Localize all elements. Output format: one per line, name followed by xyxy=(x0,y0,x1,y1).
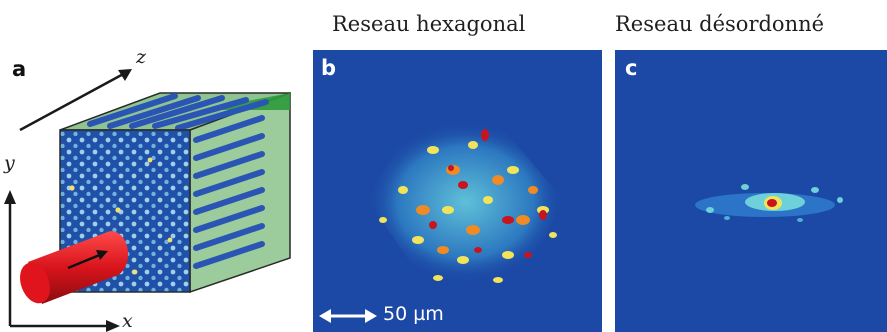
speckle-red xyxy=(429,129,547,258)
panel-c-image: c xyxy=(615,50,887,332)
x-axis-arrow xyxy=(10,320,120,332)
panel-b-title: Reseau hexagonal xyxy=(332,12,526,36)
waveguide-rods xyxy=(87,93,269,269)
x-axis-label: x xyxy=(122,310,133,332)
panel-b-label: b xyxy=(321,56,337,80)
panel-a-schematic xyxy=(4,69,291,332)
z-axis-arrow xyxy=(19,69,132,132)
speckle-yellow xyxy=(379,141,557,283)
y-axis-arrow xyxy=(4,190,16,326)
panel-c-title: Reseau désordonné xyxy=(615,12,825,36)
scale-bar-label: 50 µm xyxy=(383,303,444,325)
z-axis-label: z xyxy=(136,46,147,68)
panel-b-image: b 50 µm xyxy=(313,50,602,332)
panel-c-label: c xyxy=(625,56,638,80)
localized-spot xyxy=(695,184,843,222)
y-axis-label: y xyxy=(4,152,15,174)
scale-bar-arrow xyxy=(319,309,377,323)
laser-beam-rod xyxy=(20,231,129,304)
panel-a-label: a xyxy=(12,57,27,81)
